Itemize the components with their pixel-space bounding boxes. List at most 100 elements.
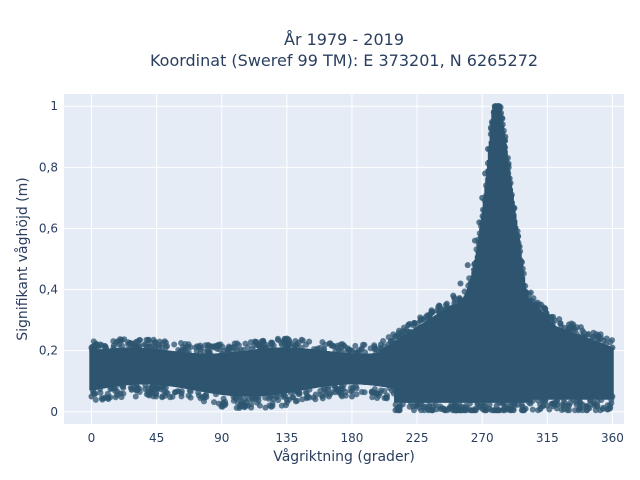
scatter-point — [495, 407, 502, 414]
scatter-point — [200, 398, 207, 405]
scatter-point — [283, 342, 290, 349]
scatter-point — [258, 344, 265, 351]
scatter-point — [557, 320, 564, 327]
scatter-point — [143, 336, 150, 343]
scatter-point — [142, 342, 149, 349]
scatter-point — [185, 392, 192, 399]
scatter-point — [498, 225, 505, 232]
scatter-point — [317, 391, 324, 398]
scatter-point — [479, 194, 486, 201]
scatter-point — [186, 387, 193, 394]
scatter-point — [508, 191, 515, 198]
scatter-point — [551, 326, 558, 333]
scatter-point — [499, 115, 506, 122]
scatter-point — [278, 390, 285, 397]
scatter-point — [487, 131, 494, 138]
x-tick-label: 135 — [275, 431, 298, 445]
scatter-point — [464, 405, 471, 412]
scatter-point — [529, 311, 536, 317]
scatter-point — [465, 282, 472, 289]
scatter-point — [113, 339, 120, 346]
scatter-point — [512, 256, 519, 262]
scatter-point — [337, 385, 344, 392]
scatter-point — [247, 353, 254, 360]
scatter-point — [303, 395, 310, 402]
scatter-point — [488, 118, 495, 125]
scatter-density-band — [609, 347, 614, 400]
scatter-point — [253, 338, 260, 345]
scatter-point — [117, 336, 124, 343]
scatter-point — [473, 246, 480, 253]
scatter-point — [577, 404, 584, 411]
scatter-point — [298, 344, 305, 351]
scatter-point — [598, 397, 605, 404]
scatter-point — [381, 387, 388, 394]
scatter-point — [299, 337, 306, 344]
scatter-point — [197, 350, 204, 357]
scatter-point — [438, 305, 445, 312]
scatter-point — [471, 332, 478, 339]
scatter-point — [399, 332, 406, 339]
scatter-point — [551, 359, 558, 366]
scatter-point — [487, 124, 494, 131]
scatter-point — [594, 338, 601, 345]
scatter-point — [522, 405, 529, 412]
scatter-point — [466, 400, 473, 407]
scatter-point — [397, 402, 404, 409]
scatter-point — [88, 393, 95, 400]
scatter-point — [233, 404, 240, 411]
scatter-point — [593, 331, 600, 338]
scatter-point — [274, 335, 281, 342]
x-tick-label: 45 — [149, 431, 164, 445]
scatter-point — [496, 106, 503, 113]
scatter-point — [479, 405, 486, 412]
scatter-point — [479, 213, 486, 220]
scatter-point — [457, 280, 464, 287]
chart-title: År 1979 - 2019 — [284, 30, 404, 49]
y-tick-label: 0,2 — [39, 344, 58, 358]
scatter-point — [325, 383, 332, 390]
scatter-point — [119, 342, 126, 349]
scatter-point — [144, 389, 151, 396]
scatter-point — [147, 340, 154, 347]
x-axis-title: Vågriktning (grader) — [273, 448, 415, 465]
scatter-point — [580, 335, 587, 342]
scatter-point — [516, 243, 523, 250]
scatter-point — [572, 407, 579, 414]
y-tick-label: 1 — [50, 99, 58, 113]
scatter-point — [302, 341, 309, 348]
scatter-point — [515, 317, 522, 324]
scatter-point — [348, 347, 355, 354]
scatter-point — [518, 401, 525, 408]
scatter-point — [406, 329, 413, 336]
scatter-point — [428, 317, 435, 324]
scatter-point — [510, 204, 517, 211]
scatter-point — [320, 384, 327, 391]
scatter-point — [320, 350, 327, 357]
scatter-point — [561, 324, 568, 331]
scatter-point — [529, 406, 536, 413]
scatter-point — [470, 266, 477, 273]
y-tick-label: 0,8 — [39, 160, 58, 174]
scatter-point — [516, 271, 523, 278]
scatter-point — [155, 341, 162, 348]
scatter-point — [466, 275, 473, 282]
scatter-point — [259, 338, 266, 345]
scatter-point — [162, 344, 169, 351]
scatter-point — [506, 175, 513, 182]
scatter-point — [587, 400, 594, 407]
scatter-point — [302, 389, 309, 396]
scatter-point — [283, 353, 290, 360]
scatter-point — [171, 341, 178, 348]
scatter-point — [354, 349, 361, 356]
scatter-point — [162, 392, 169, 399]
scatter-point — [231, 340, 238, 347]
scatter-point — [579, 327, 586, 334]
scatter-point — [500, 127, 507, 134]
scatter-point — [464, 262, 471, 269]
scatter-point — [358, 346, 365, 353]
scatter-point — [310, 394, 317, 401]
scatter-point — [490, 256, 497, 262]
scatter-point — [456, 295, 463, 302]
